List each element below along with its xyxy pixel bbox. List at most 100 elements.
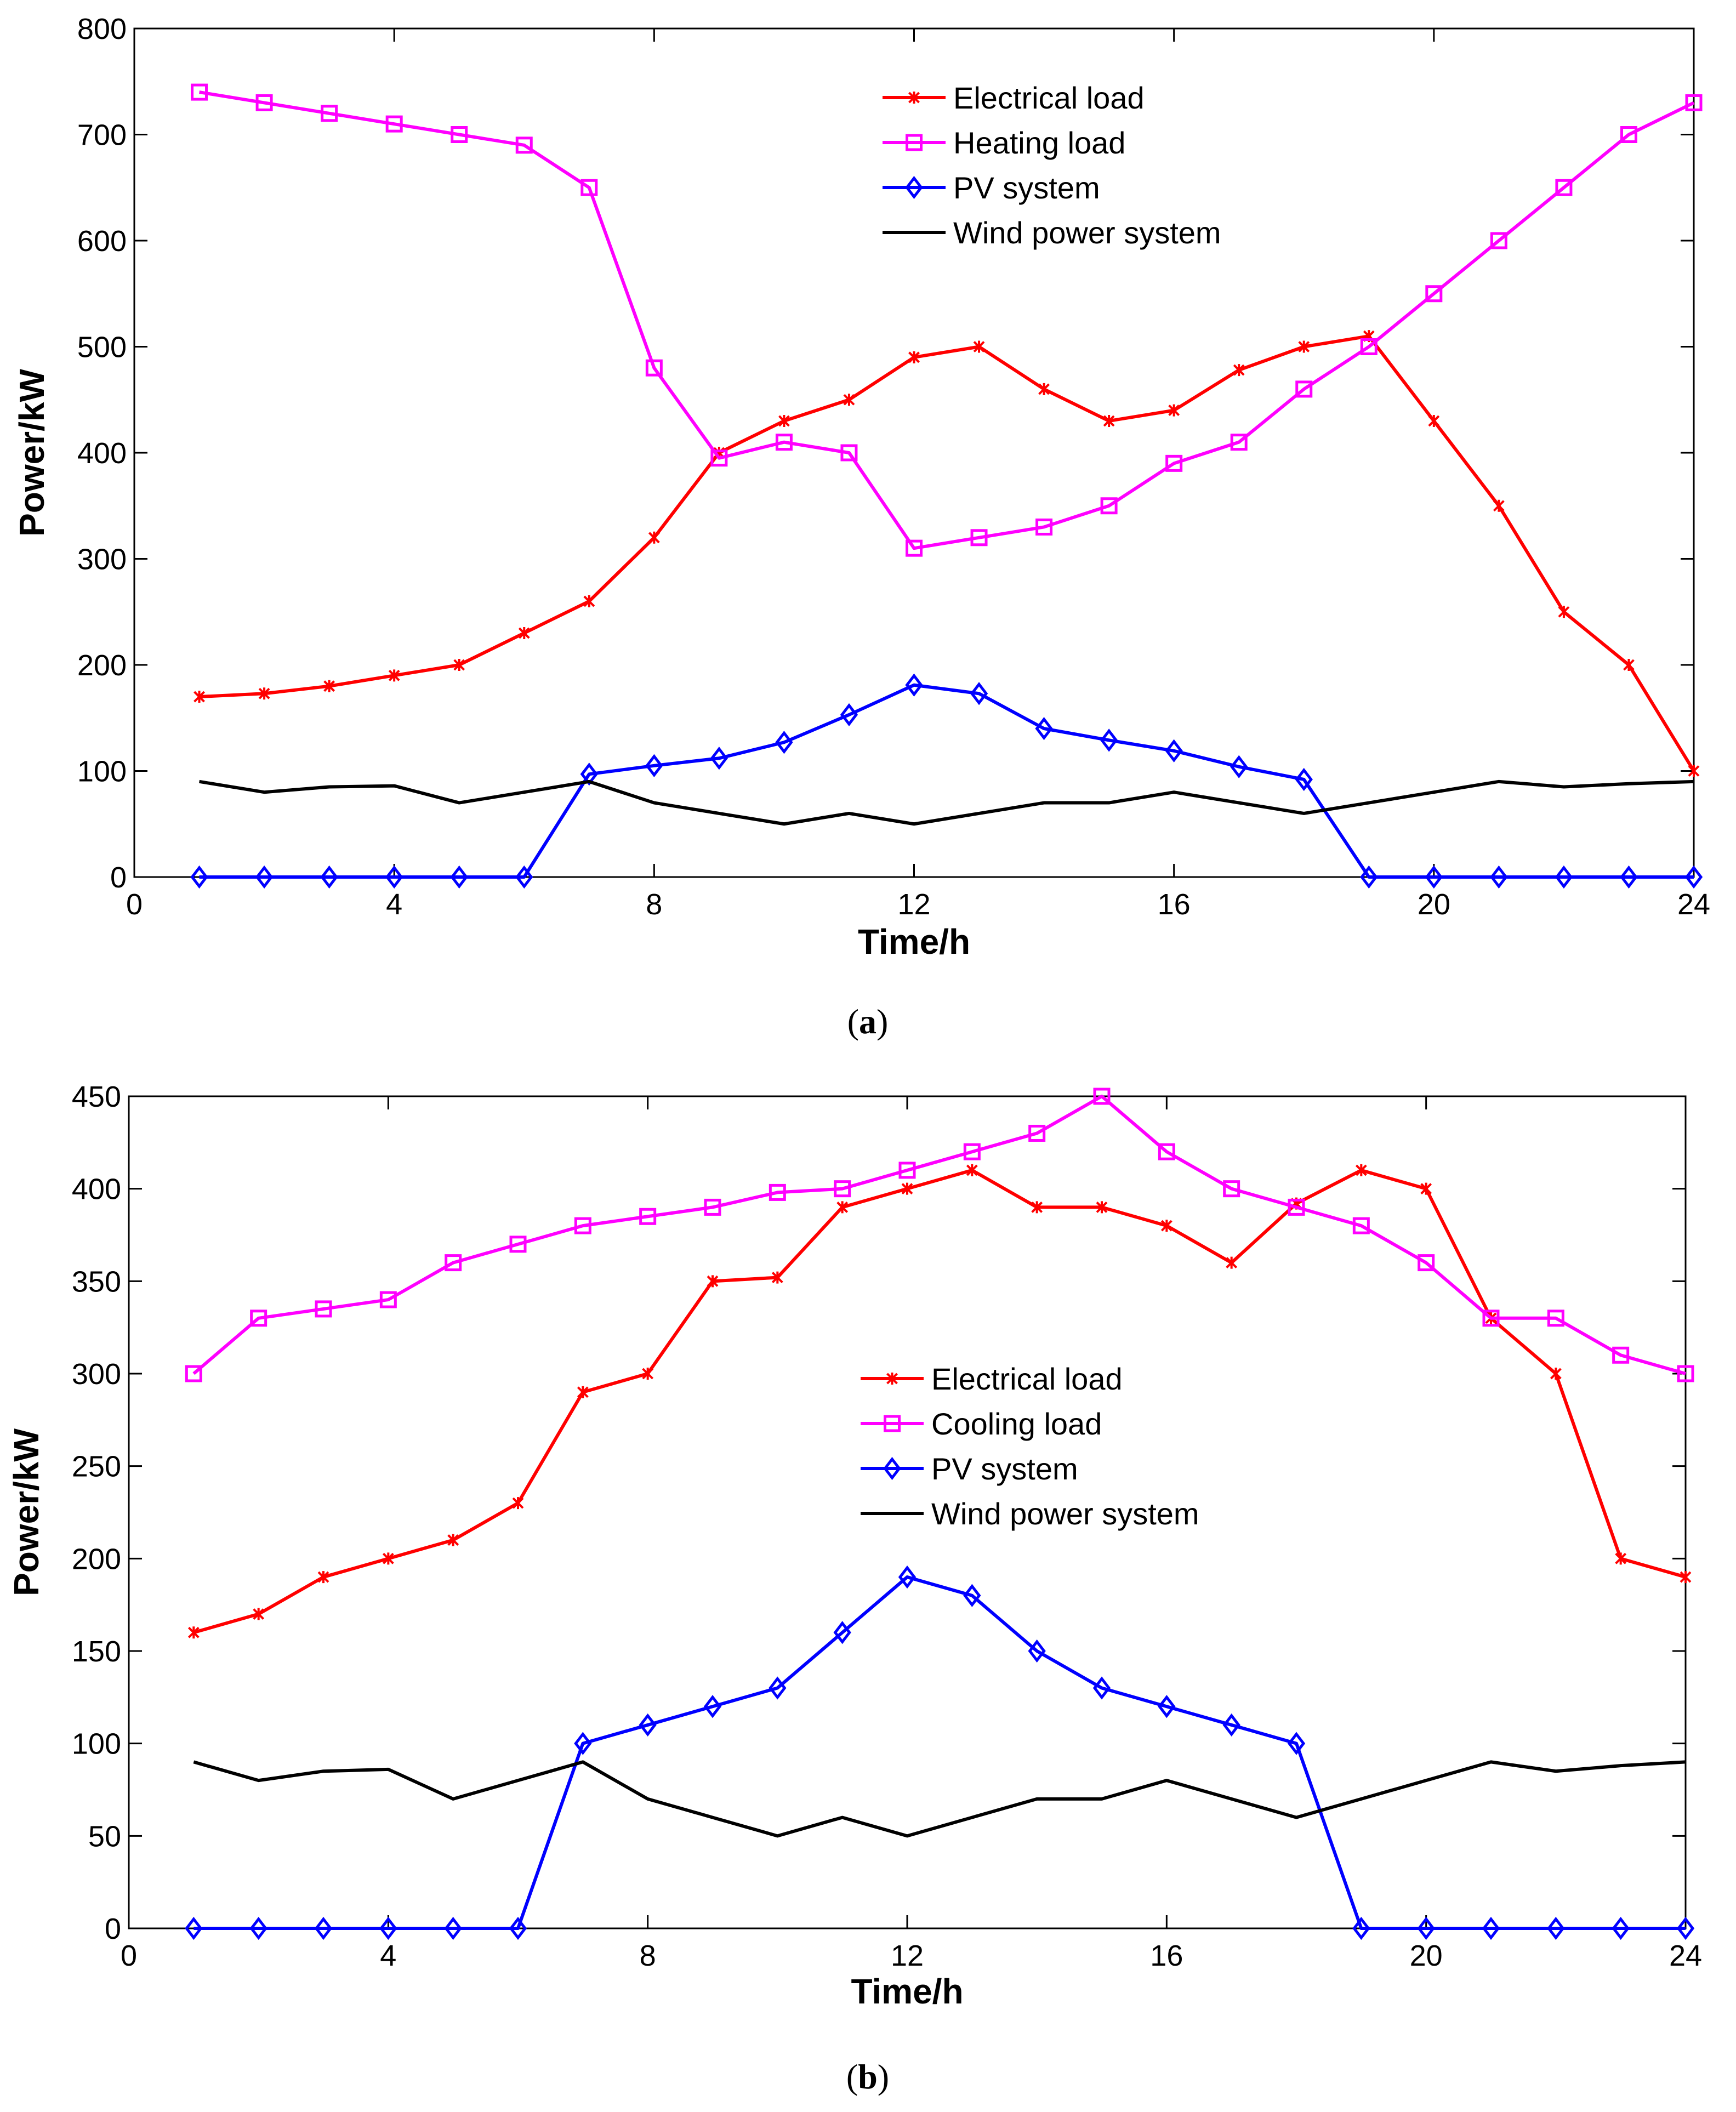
x-tick-label: 24 [1669,1939,1702,1972]
series-line [192,1095,1686,1375]
legend-marker [906,134,923,151]
data-point [1555,179,1573,196]
data-point [963,1143,981,1160]
data-point [191,83,208,101]
data-point [707,1275,719,1288]
data-point [580,762,598,786]
legend: Electrical load Cooling load PV system Wind… [861,1362,1199,1531]
data-point [1103,414,1115,427]
y-tick-label: 450 [72,1080,121,1113]
data-point [1295,380,1313,398]
data-point [775,731,793,754]
data-point [385,115,403,133]
data-point [444,1916,462,1940]
data-point [710,747,728,770]
data-point [1222,1713,1240,1737]
data-point [509,1916,527,1940]
data-point [323,680,335,692]
data-point [1420,1182,1432,1195]
panel-caption: (a) [847,1002,889,1041]
y-tick-label: 0 [105,1912,121,1945]
x-tick-label: 12 [891,1939,924,1972]
legend-entry: Cooling load [931,1407,1102,1441]
data-point [1287,1732,1306,1755]
y-tick-label: 50 [88,1820,121,1853]
data-point [1688,765,1700,777]
legend-entry: Wind power system [931,1496,1199,1531]
data-point [1685,94,1703,111]
y-axis-label: Power/kW [12,368,52,536]
data-point [512,1497,524,1510]
series-line [199,334,1695,772]
series-line [193,1168,1686,1635]
data-point [1428,414,1440,427]
data-point [317,1571,329,1584]
data-point [379,1291,397,1308]
data-point [898,1162,916,1179]
y-tick-label: 150 [72,1635,121,1668]
data-point [249,1916,267,1940]
series-electrical-load [193,330,1700,777]
legend-entry: PV system [931,1451,1078,1486]
y-tick-label: 800 [77,13,127,45]
data-point [833,1621,851,1644]
x-tick-label: 0 [121,1939,137,1972]
data-point [185,1365,202,1382]
series-electrical-load [187,1164,1692,1639]
series-line [193,1575,1686,1930]
data-point [1352,1217,1370,1234]
data-point [1547,1916,1565,1940]
data-point [642,1368,654,1380]
y-tick-label: 200 [77,649,127,682]
data-point [908,351,920,363]
y-tick-label: 350 [72,1265,121,1298]
data-point [1684,865,1703,889]
x-tick-label: 4 [380,1939,396,1972]
data-point [840,444,858,462]
data-point [1493,499,1505,512]
data-point [1028,1124,1046,1142]
data-point [574,1732,592,1755]
data-point [1295,767,1313,792]
data-point [1558,606,1570,618]
panel-caption: (b) [846,2057,889,2096]
data-point [704,1198,721,1216]
data-point [769,1183,786,1201]
data-point [388,669,400,682]
data-point [1165,739,1183,762]
data-point [1093,1088,1111,1105]
data-point [1555,865,1573,889]
data-point [901,1182,913,1195]
x-tick-label: 0 [126,888,143,921]
data-point [1035,716,1053,741]
data-point [1096,1201,1108,1214]
series-line [199,779,1694,826]
x-tick-label: 16 [1158,888,1191,921]
legend-entry: PV system [953,170,1100,205]
data-point [1615,1552,1627,1565]
data-point [778,414,790,427]
data-point [836,1201,849,1214]
legend: Electrical load Heating load PV system Wind… [883,81,1221,250]
data-point [253,1608,265,1620]
y-tick-label: 400 [77,437,127,470]
data-point [710,449,728,467]
y-axis-label: Power/kW [7,1428,46,1596]
y-tick-label: 600 [77,225,127,258]
data-point [1490,865,1508,889]
data-point [1223,1180,1240,1198]
data-point [445,1254,462,1272]
data-point [580,179,598,196]
y-tick-label: 100 [77,755,127,788]
y-tick-label: 100 [72,1728,121,1761]
legend-marker [884,1415,901,1432]
data-point [906,539,923,557]
data-point [1676,1916,1695,1940]
data-point [515,136,533,154]
series-line [199,90,1695,550]
data-point [1482,1310,1500,1327]
data-point [385,865,403,889]
series-pv-system [190,673,1703,889]
data-point [966,1164,978,1176]
